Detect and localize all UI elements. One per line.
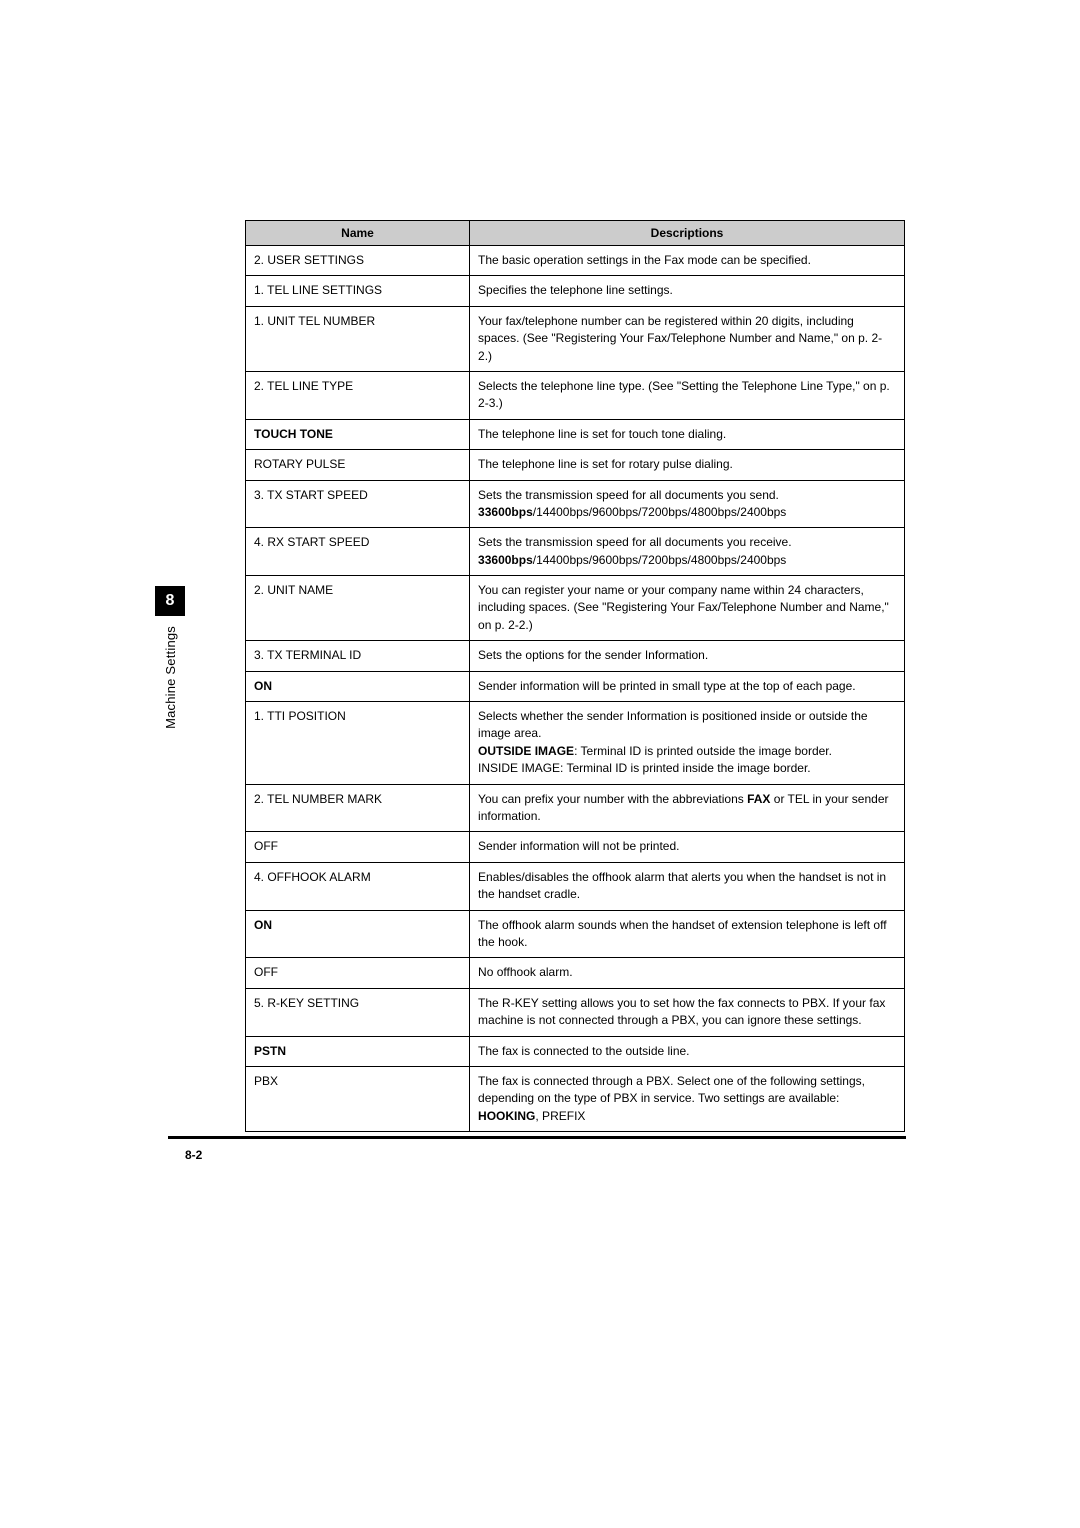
cell-desc: Selects the telephone line type. (See "S… [470, 371, 905, 419]
cell-name: ON [246, 910, 470, 958]
cell-name: OFF [246, 958, 470, 988]
cell-desc: Sender information will not be printed. [470, 832, 905, 862]
cell-desc: Enables/disables the offhook alarm that … [470, 862, 905, 910]
desc-text: , PREFIX [535, 1109, 585, 1123]
cell-desc: The telephone line is set for rotary pul… [470, 450, 905, 480]
desc-bold: HOOKING [478, 1109, 535, 1123]
cell-name: 2. USER SETTINGS [246, 246, 470, 276]
header-desc: Descriptions [470, 221, 905, 246]
table-row: OFF No offhook alarm. [246, 958, 905, 988]
table-row: 1. TEL LINE SETTINGS Specifies the telep… [246, 276, 905, 306]
cell-desc: Your fax/telephone number can be registe… [470, 306, 905, 371]
table-row: 2. UNIT NAME You can register your name … [246, 576, 905, 641]
cell-name: PBX [246, 1066, 470, 1131]
sidebar-label: Machine Settings [163, 626, 178, 729]
desc-text: Sets the transmission speed for all docu… [478, 488, 779, 502]
table-row: 2. USER SETTINGS The basic operation set… [246, 246, 905, 276]
cell-desc: You can register your name or your compa… [470, 576, 905, 641]
cell-desc: The offhook alarm sounds when the handse… [470, 910, 905, 958]
table-row: OFF Sender information will not be print… [246, 832, 905, 862]
cell-desc: Sets the transmission speed for all docu… [470, 480, 905, 528]
desc-text: You can prefix your number with the abbr… [478, 792, 747, 806]
cell-desc: The fax is connected through a PBX. Sele… [470, 1066, 905, 1131]
desc-bold: 33600bps [478, 505, 533, 519]
cell-desc: Sets the transmission speed for all docu… [470, 528, 905, 576]
cell-name: PSTN [246, 1036, 470, 1066]
table-row: 3. TX TERMINAL ID Sets the options for t… [246, 641, 905, 671]
desc-text: /14400bps/9600bps/7200bps/4800bps/2400bp… [533, 553, 787, 567]
cell-desc: The R-KEY setting allows you to set how … [470, 988, 905, 1036]
table-row: 4. RX START SPEED Sets the transmission … [246, 528, 905, 576]
cell-desc: The fax is connected to the outside line… [470, 1036, 905, 1066]
table-row: 5. R-KEY SETTING The R-KEY setting allow… [246, 988, 905, 1036]
cell-desc: The basic operation settings in the Fax … [470, 246, 905, 276]
cell-name: ROTARY PULSE [246, 450, 470, 480]
table-row: 1. TTI POSITION Selects whether the send… [246, 702, 905, 785]
cell-desc: Selects whether the sender Information i… [470, 702, 905, 785]
cell-name: 4. OFFHOOK ALARM [246, 862, 470, 910]
chapter-number-box: 8 [155, 586, 185, 616]
footer-rule [168, 1136, 906, 1139]
cell-name: 4. RX START SPEED [246, 528, 470, 576]
cell-desc: You can prefix your number with the abbr… [470, 784, 905, 832]
desc-text: The fax is connected through a PBX. Sele… [478, 1074, 865, 1105]
cell-name: 1. TTI POSITION [246, 702, 470, 785]
table-row: PBX The fax is connected through a PBX. … [246, 1066, 905, 1131]
cell-desc: No offhook alarm. [470, 958, 905, 988]
cell-name: 1. UNIT TEL NUMBER [246, 306, 470, 371]
cell-desc: Specifies the telephone line settings. [470, 276, 905, 306]
page-content: Name Descriptions 2. USER SETTINGS The b… [245, 220, 905, 1132]
cell-desc: The telephone line is set for touch tone… [470, 419, 905, 449]
settings-table: Name Descriptions 2. USER SETTINGS The b… [245, 220, 905, 1132]
desc-text: : Terminal ID is printed outside the ima… [574, 744, 832, 758]
cell-name: TOUCH TONE [246, 419, 470, 449]
table-row: 2. TEL NUMBER MARK You can prefix your n… [246, 784, 905, 832]
table-row: 1. UNIT TEL NUMBER Your fax/telephone nu… [246, 306, 905, 371]
cell-desc: Sender information will be printed in sm… [470, 671, 905, 701]
table-row: TOUCH TONE The telephone line is set for… [246, 419, 905, 449]
cell-name: OFF [246, 832, 470, 862]
cell-name: 2. UNIT NAME [246, 576, 470, 641]
desc-bold: 33600bps [478, 553, 533, 567]
cell-name: 1. TEL LINE SETTINGS [246, 276, 470, 306]
desc-text: Sets the transmission speed for all docu… [478, 535, 792, 549]
header-name: Name [246, 221, 470, 246]
table-row: PSTN The fax is connected to the outside… [246, 1036, 905, 1066]
table-header-row: Name Descriptions [246, 221, 905, 246]
cell-name: 2. TEL NUMBER MARK [246, 784, 470, 832]
desc-bold: FAX [747, 792, 770, 806]
desc-bold: OUTSIDE IMAGE [478, 744, 574, 758]
cell-name: ON [246, 671, 470, 701]
table-row: ON Sender information will be printed in… [246, 671, 905, 701]
chapter-number: 8 [166, 592, 175, 610]
cell-name: 5. R-KEY SETTING [246, 988, 470, 1036]
table-row: 3. TX START SPEED Sets the transmission … [246, 480, 905, 528]
table-row: 4. OFFHOOK ALARM Enables/disables the of… [246, 862, 905, 910]
cell-name: 2. TEL LINE TYPE [246, 371, 470, 419]
table-row: ON The offhook alarm sounds when the han… [246, 910, 905, 958]
cell-desc: Sets the options for the sender Informat… [470, 641, 905, 671]
table-row: ROTARY PULSE The telephone line is set f… [246, 450, 905, 480]
sidebar: 8 Machine Settings [155, 586, 185, 729]
desc-text: /14400bps/9600bps/7200bps/4800bps/2400bp… [533, 505, 787, 519]
desc-text: INSIDE IMAGE: Terminal ID is printed ins… [478, 761, 811, 775]
desc-text: Selects whether the sender Information i… [478, 709, 868, 740]
cell-name: 3. TX TERMINAL ID [246, 641, 470, 671]
cell-name: 3. TX START SPEED [246, 480, 470, 528]
table-row: 2. TEL LINE TYPE Selects the telephone l… [246, 371, 905, 419]
page-number: 8-2 [185, 1148, 202, 1162]
